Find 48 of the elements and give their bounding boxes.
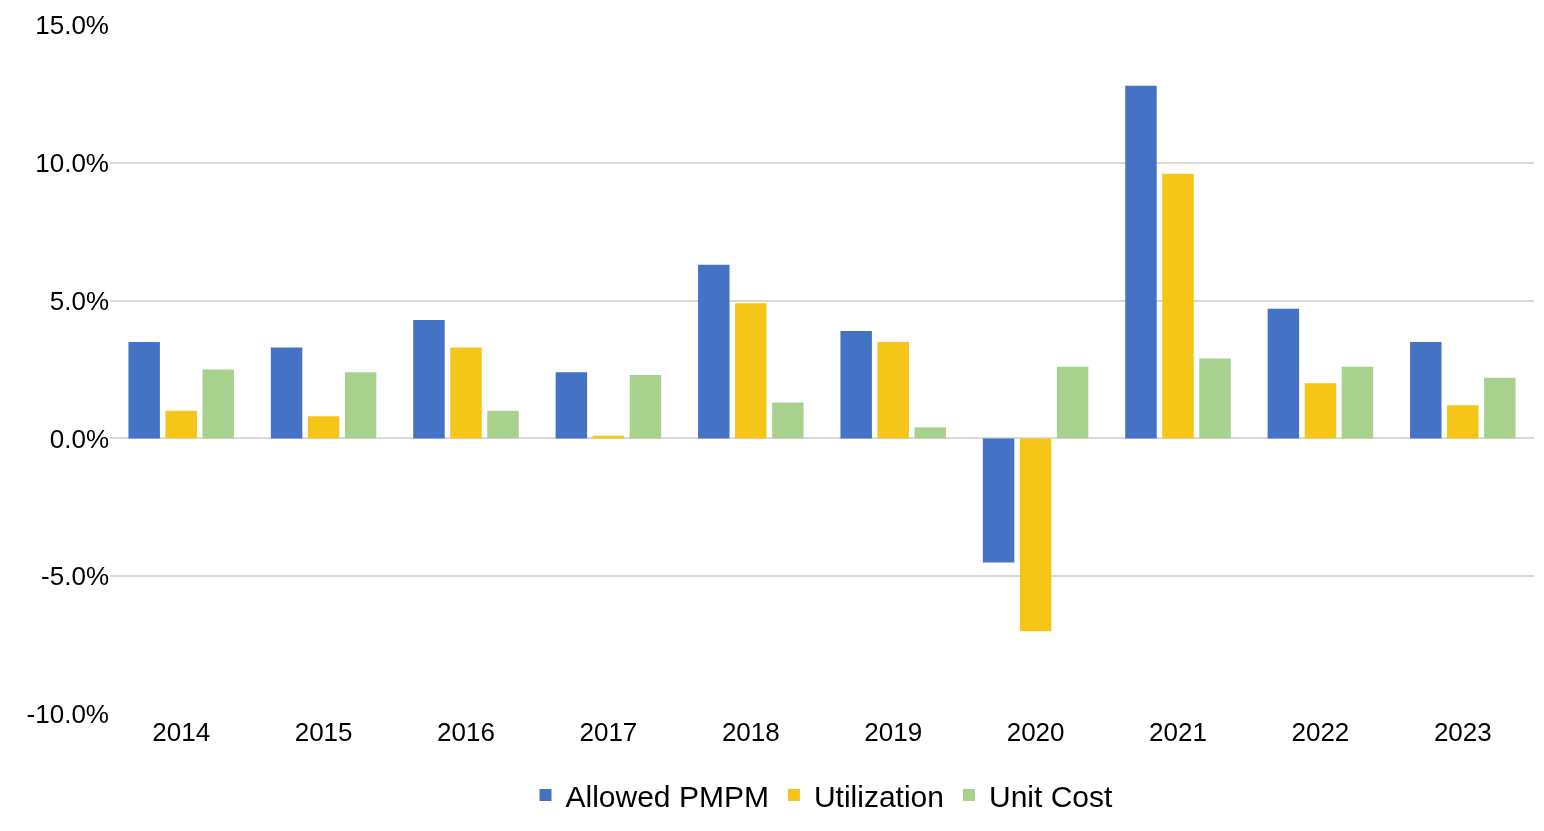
y-tick-label: -5.0% xyxy=(41,561,109,592)
x-tick-label: 2022 xyxy=(1291,717,1350,747)
bar xyxy=(128,341,160,439)
y-tick-label: 15.0% xyxy=(35,10,109,41)
bar xyxy=(1056,366,1089,439)
legend-label: Utilization xyxy=(813,779,944,813)
x-tick-label: 2016 xyxy=(437,717,495,747)
bar xyxy=(698,264,730,439)
bar xyxy=(202,369,234,439)
x-tick-label: 2018 xyxy=(721,717,780,747)
y-tick-label: 5.0% xyxy=(49,285,109,316)
bar xyxy=(735,303,767,439)
bar xyxy=(914,427,946,439)
bar xyxy=(840,330,872,439)
bar xyxy=(344,372,377,439)
legend-label: Unit Cost xyxy=(988,779,1113,813)
bar xyxy=(307,416,340,439)
bar xyxy=(1304,383,1337,439)
y-tick-label: 10.0% xyxy=(35,147,109,178)
bar xyxy=(1341,366,1374,439)
bar xyxy=(1484,377,1516,439)
bar xyxy=(165,410,197,439)
bar xyxy=(270,347,303,439)
bar xyxy=(1019,438,1052,632)
x-tick-label: 2021 xyxy=(1149,717,1207,747)
x-tick-label: 2015 xyxy=(294,717,353,747)
bar xyxy=(1447,405,1479,439)
bar xyxy=(450,347,482,439)
x-tick-label: 2014 xyxy=(152,717,211,747)
x-tick-label: 2020 xyxy=(1006,717,1065,747)
bar xyxy=(629,375,662,439)
x-tick-label: 2019 xyxy=(864,717,923,747)
bar xyxy=(1125,85,1157,439)
y-tick-label: 0.0% xyxy=(49,423,109,454)
bar xyxy=(982,438,1015,563)
bar xyxy=(1410,341,1442,439)
bar xyxy=(1267,308,1300,439)
x-tick-label: 2023 xyxy=(1433,717,1492,747)
bar xyxy=(1162,173,1194,439)
y-tick-label: -10.0% xyxy=(26,699,109,730)
legend-label: Allowed PMPM xyxy=(565,779,769,813)
bar xyxy=(487,410,519,439)
bar xyxy=(555,372,588,439)
bar xyxy=(877,341,909,439)
bar xyxy=(772,402,804,439)
x-tick-label: 2017 xyxy=(579,717,638,747)
bar xyxy=(413,319,445,439)
bar xyxy=(1199,358,1231,439)
